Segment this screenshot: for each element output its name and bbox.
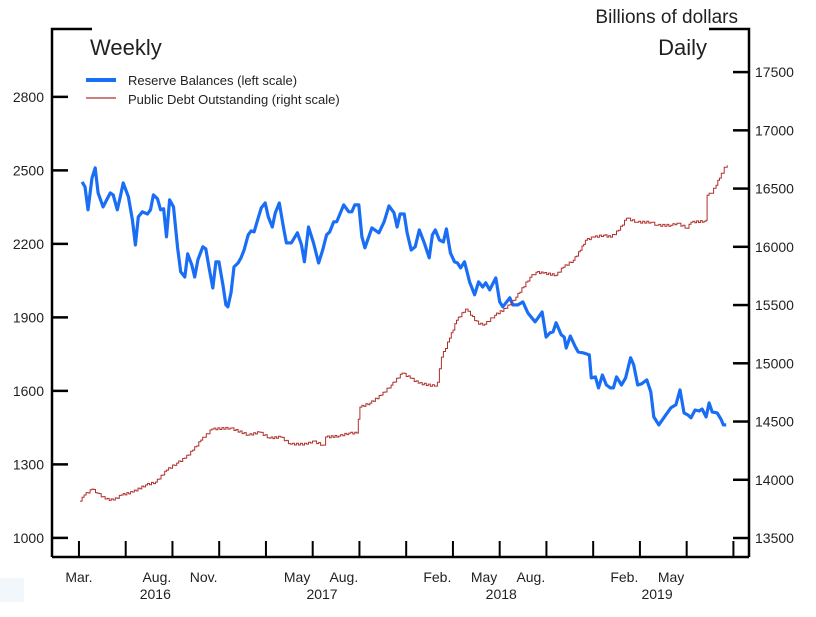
left-axis-tick-label: 1900: [13, 309, 44, 325]
x-axis-month-label: Nov.: [190, 569, 218, 585]
x-axis-month-label: Aug.: [142, 569, 171, 585]
left-axis-tick-label: 1000: [13, 530, 44, 546]
x-axis-month-label: May: [658, 569, 684, 585]
axes: [50, 27, 751, 559]
corner-artifact: [0, 578, 24, 602]
right-axis-tick-label: 16000: [755, 239, 794, 255]
right-axis-tick-label: 14500: [755, 414, 794, 430]
legend-label-reserve-balances: Reserve Balances (left scale): [128, 73, 297, 88]
legend: Reserve Balances (left scale) Public Deb…: [86, 73, 340, 107]
series-public-debt-line: [80, 165, 728, 502]
left-axis-tick-label: 2500: [13, 162, 44, 178]
x-axis-month-label: May: [471, 569, 497, 585]
x-axis-month-label: Aug.: [516, 569, 545, 585]
x-axis-month-label: Feb.: [610, 569, 638, 585]
left-axis-tick-label: 1600: [13, 383, 44, 399]
legend-label-public-debt: Public Debt Outstanding (right scale): [128, 92, 340, 107]
left-axis-line: [50, 27, 92, 557]
x-axis-year-label: 2017: [306, 586, 337, 602]
x-axis-year-label: 2019: [641, 586, 672, 602]
right-axis-line: [709, 27, 751, 557]
series-reserve-balances-line: [80, 166, 727, 427]
x-axis-month-label: Mar.: [65, 569, 92, 585]
right-axis-tick-label: 17000: [755, 122, 794, 138]
x-axis-year-label: 2018: [486, 586, 517, 602]
right-axis-tick-label: 15500: [755, 297, 794, 313]
x-axis-month-label: May: [284, 569, 310, 585]
units-label: Billions of dollars: [595, 7, 738, 28]
left-axis-tick-label: 2800: [13, 89, 44, 105]
right-axis-tick-label: 16500: [755, 181, 794, 197]
right-axis-tick-label: 15000: [755, 355, 794, 371]
x-axis-month-label: Feb.: [423, 569, 451, 585]
x-axis-month-label: Aug.: [329, 569, 358, 585]
title-weekly: Weekly: [90, 35, 162, 60]
right-axis-tick-label: 13500: [755, 530, 794, 546]
right-axis-tick-label: 14000: [755, 472, 794, 488]
x-axis-year-label: 2016: [140, 586, 171, 602]
right-axis-tick-label: 17500: [755, 64, 794, 80]
left-axis-tick-label: 2200: [13, 236, 44, 252]
left-axis-tick-label: 1300: [13, 456, 44, 472]
title-daily: Daily: [658, 35, 707, 60]
